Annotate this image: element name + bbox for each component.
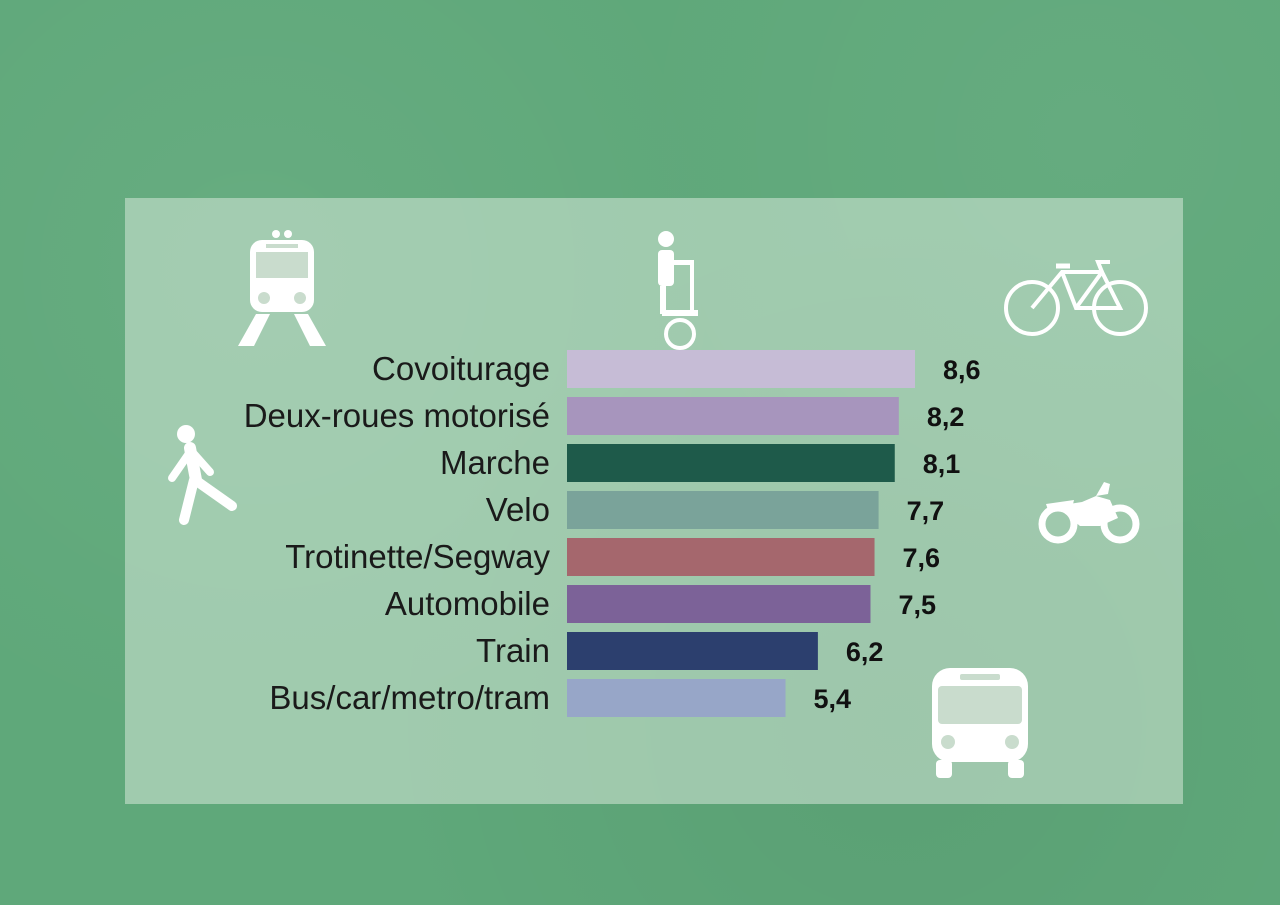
value-label: 7,5 <box>898 590 936 620</box>
bus-icon <box>932 668 1028 778</box>
value-label: 6,2 <box>846 637 884 667</box>
train-icon <box>238 230 326 346</box>
motorcycle-icon <box>1038 482 1140 544</box>
category-label: Covoiturage <box>372 350 550 387</box>
bar <box>567 350 915 388</box>
value-label: 7,6 <box>903 543 941 573</box>
value-label: 5,4 <box>814 684 852 714</box>
bicycle-icon <box>1004 260 1148 336</box>
bar <box>567 397 899 435</box>
bar <box>567 444 895 482</box>
bar <box>567 585 871 623</box>
bar <box>567 538 875 576</box>
category-label: Automobile <box>385 585 550 622</box>
pedestrian-icon <box>168 425 237 525</box>
value-label: 8,2 <box>927 402 965 432</box>
category-label: Marche <box>440 444 550 481</box>
category-label: Trotinette/Segway <box>285 538 550 575</box>
category-label: Train <box>476 632 550 669</box>
segway-icon <box>658 231 698 350</box>
category-label: Velo <box>486 491 550 528</box>
category-label: Bus/car/metro/tram <box>269 679 550 716</box>
bar <box>567 679 786 717</box>
value-label: 8,6 <box>943 355 981 385</box>
value-label: 7,7 <box>907 496 945 526</box>
value-label: 8,1 <box>923 449 961 479</box>
bar <box>567 632 818 670</box>
category-label: Deux-roues motorisé <box>244 397 550 434</box>
bar <box>567 491 879 529</box>
